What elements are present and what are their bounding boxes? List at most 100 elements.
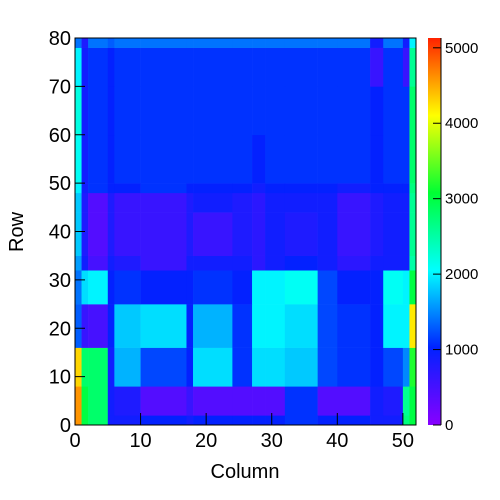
- cell: [81, 255, 89, 271]
- cell: [81, 270, 89, 305]
- cell: [252, 192, 266, 213]
- cell: [284, 415, 318, 426]
- cell: [114, 212, 141, 256]
- cell: [383, 270, 404, 305]
- cell: [409, 415, 417, 426]
- cell: [107, 212, 115, 256]
- cell: [370, 270, 384, 305]
- cell: [383, 38, 404, 48]
- cell: [193, 86, 233, 136]
- cell: [317, 255, 338, 271]
- cell: [107, 38, 115, 48]
- cell: [88, 212, 109, 256]
- cell: [88, 192, 109, 213]
- cell: [81, 47, 89, 87]
- cell: [88, 47, 109, 87]
- cell: [88, 304, 109, 348]
- cell: [252, 347, 266, 387]
- cell: [252, 255, 266, 271]
- cell: [409, 47, 417, 87]
- cell: [370, 192, 384, 213]
- cell: [265, 183, 286, 194]
- cell: [370, 38, 384, 48]
- cell: [402, 134, 410, 184]
- cell: [193, 183, 233, 194]
- cell: [107, 386, 115, 416]
- cell: [114, 415, 141, 426]
- cell: [370, 86, 384, 136]
- cell: [107, 134, 115, 184]
- cell: [114, 183, 141, 194]
- cell: [409, 134, 417, 184]
- cell: [265, 86, 286, 136]
- cell: [337, 47, 371, 87]
- cell: [252, 47, 266, 87]
- cell: [370, 415, 384, 426]
- cell: [317, 192, 338, 213]
- x-tick-label: 10: [129, 430, 151, 452]
- cell: [186, 192, 194, 213]
- cell: [265, 255, 286, 271]
- cell: [81, 304, 89, 348]
- cell: [284, 134, 318, 184]
- y-tick-label: 40: [49, 222, 71, 244]
- cell: [402, 86, 410, 136]
- cell: [140, 47, 187, 87]
- cell: [75, 192, 82, 213]
- cell: [284, 47, 318, 87]
- cell: [317, 386, 338, 416]
- cell: [337, 38, 371, 48]
- cell: [186, 212, 194, 256]
- cell: [114, 304, 141, 348]
- x-tick-label: 50: [392, 430, 414, 452]
- cell: [265, 304, 286, 348]
- cell: [284, 192, 318, 213]
- cell: [88, 270, 109, 305]
- cell: [193, 386, 233, 416]
- cell: [88, 86, 109, 136]
- cell: [383, 255, 404, 271]
- cell: [186, 86, 194, 136]
- cell: [252, 415, 266, 426]
- cell: [114, 270, 141, 305]
- cell: [252, 304, 266, 348]
- cell: [370, 255, 384, 271]
- x-tick-label: 0: [69, 430, 80, 452]
- cell: [114, 192, 141, 213]
- cell: [140, 86, 187, 136]
- cell: [107, 347, 115, 387]
- cell: [402, 192, 410, 213]
- cell: [284, 255, 318, 271]
- cell: [186, 304, 194, 348]
- cell: [337, 212, 371, 256]
- cell: [193, 270, 233, 305]
- cell: [140, 255, 187, 271]
- cell: [140, 304, 187, 348]
- cell: [75, 212, 82, 256]
- cell: [370, 386, 384, 416]
- cell: [317, 415, 338, 426]
- cell: [81, 38, 89, 48]
- cell: [88, 183, 109, 194]
- cell: [337, 270, 371, 305]
- cell: [402, 255, 410, 271]
- cell: [186, 47, 194, 87]
- cell: [265, 415, 286, 426]
- cell: [337, 255, 371, 271]
- cell: [383, 415, 404, 426]
- cell: [337, 415, 371, 426]
- cell: [81, 386, 89, 416]
- cell: [402, 38, 410, 48]
- cell: [317, 86, 338, 136]
- cell: [265, 192, 286, 213]
- cell: [114, 47, 141, 87]
- x-tick-label: 30: [261, 430, 283, 452]
- x-tick-label: 20: [195, 430, 217, 452]
- cell: [193, 38, 233, 48]
- cell: [409, 386, 417, 416]
- cell: [75, 304, 82, 348]
- cell: [186, 415, 194, 426]
- cell: [186, 255, 194, 271]
- heatmap-cells: [75, 38, 417, 426]
- cell: [317, 134, 338, 184]
